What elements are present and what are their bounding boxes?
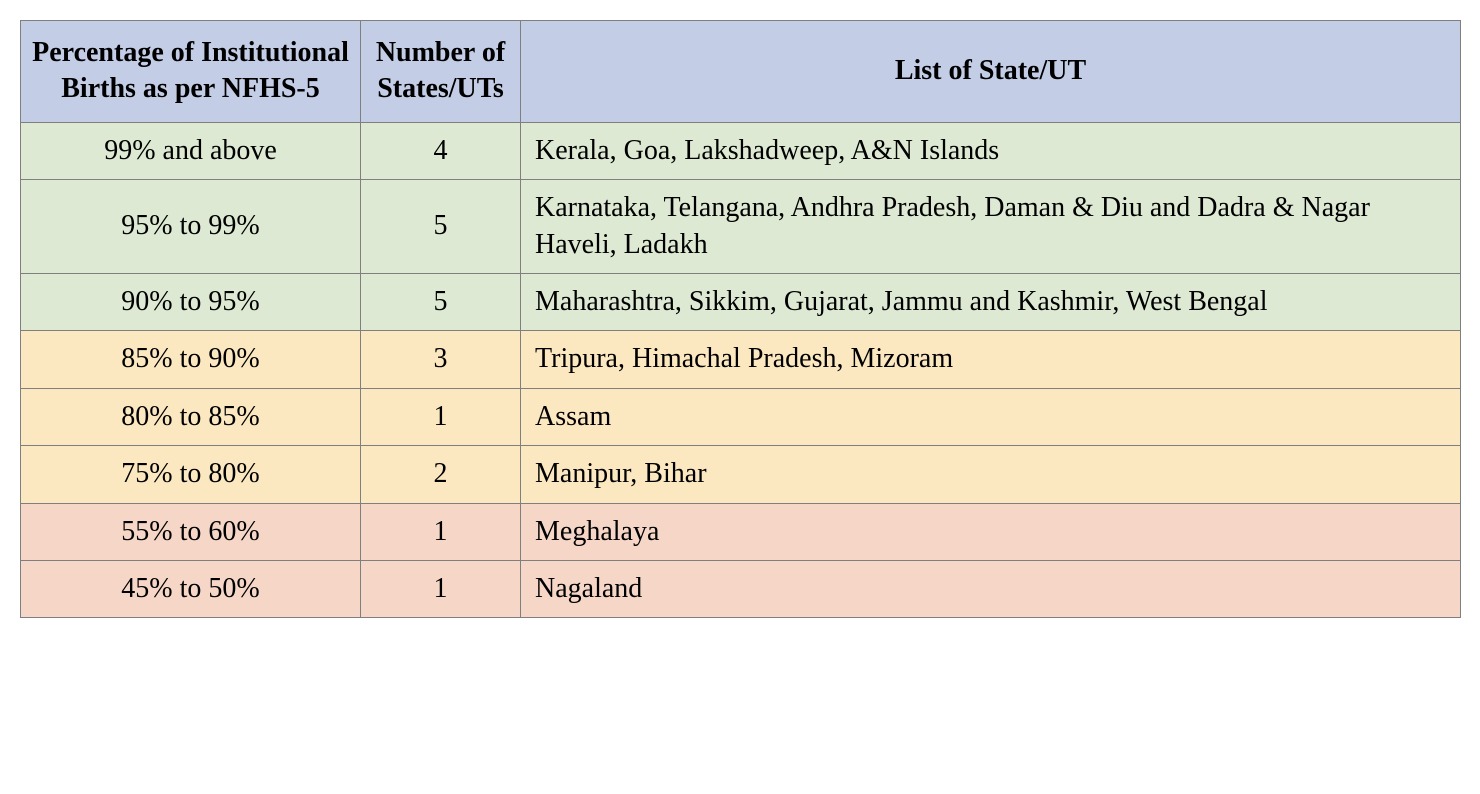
cell-list: Kerala, Goa, Lakshadweep, A&N Islands: [521, 122, 1461, 179]
cell-number: 1: [361, 560, 521, 617]
cell-number: 1: [361, 503, 521, 560]
cell-percentage: 55% to 60%: [21, 503, 361, 560]
table-row: 90% to 95% 5 Maharashtra, Sikkim, Gujara…: [21, 273, 1461, 330]
table-row: 99% and above 4 Kerala, Goa, Lakshadweep…: [21, 122, 1461, 179]
cell-list: Nagaland: [521, 560, 1461, 617]
cell-number: 1: [361, 388, 521, 445]
table-body: 99% and above 4 Kerala, Goa, Lakshadweep…: [21, 122, 1461, 618]
table-row: 85% to 90% 3 Tripura, Himachal Pradesh, …: [21, 331, 1461, 388]
cell-list: Manipur, Bihar: [521, 446, 1461, 503]
cell-number: 5: [361, 273, 521, 330]
cell-number: 4: [361, 122, 521, 179]
cell-percentage: 99% and above: [21, 122, 361, 179]
cell-percentage: 75% to 80%: [21, 446, 361, 503]
institutional-births-table: Percentage of Institutional Births as pe…: [20, 20, 1461, 618]
cell-list: Maharashtra, Sikkim, Gujarat, Jammu and …: [521, 273, 1461, 330]
table-header-row: Percentage of Institutional Births as pe…: [21, 21, 1461, 123]
table-row: 95% to 99% 5 Karnataka, Telangana, Andhr…: [21, 180, 1461, 274]
table-row: 75% to 80% 2 Manipur, Bihar: [21, 446, 1461, 503]
table-row: 45% to 50% 1 Nagaland: [21, 560, 1461, 617]
cell-percentage: 90% to 95%: [21, 273, 361, 330]
cell-list: Tripura, Himachal Pradesh, Mizoram: [521, 331, 1461, 388]
cell-number: 2: [361, 446, 521, 503]
cell-percentage: 95% to 99%: [21, 180, 361, 274]
table-row: 80% to 85% 1 Assam: [21, 388, 1461, 445]
cell-list: Meghalaya: [521, 503, 1461, 560]
cell-number: 5: [361, 180, 521, 274]
header-percentage: Percentage of Institutional Births as pe…: [21, 21, 361, 123]
cell-list: Assam: [521, 388, 1461, 445]
header-list: List of State/UT: [521, 21, 1461, 123]
cell-percentage: 80% to 85%: [21, 388, 361, 445]
cell-number: 3: [361, 331, 521, 388]
cell-percentage: 45% to 50%: [21, 560, 361, 617]
table-row: 55% to 60% 1 Meghalaya: [21, 503, 1461, 560]
cell-list: Karnataka, Telangana, Andhra Pradesh, Da…: [521, 180, 1461, 274]
cell-percentage: 85% to 90%: [21, 331, 361, 388]
header-number: Number of States/UTs: [361, 21, 521, 123]
